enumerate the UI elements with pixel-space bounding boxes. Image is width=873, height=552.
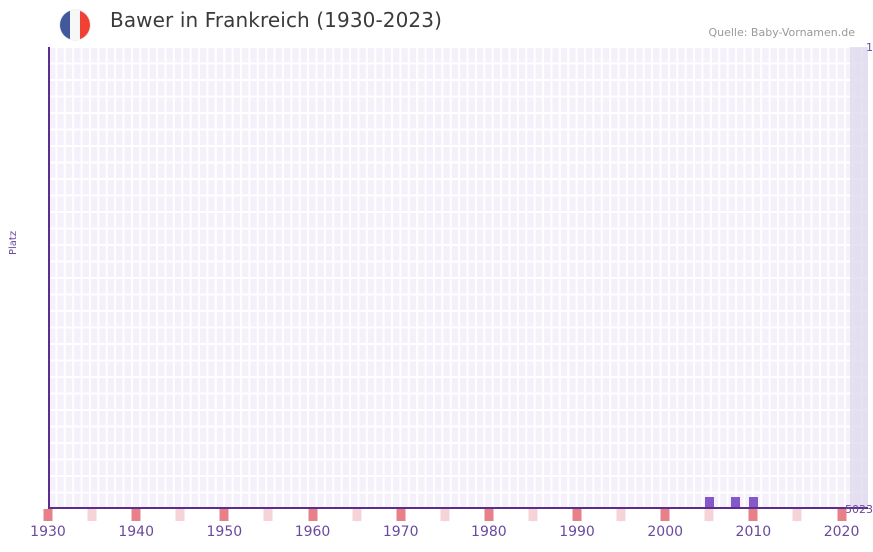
x-axis-tick-minor	[263, 509, 273, 521]
x-axis-tick-major	[131, 509, 141, 521]
x-axis-tick-major	[396, 509, 406, 521]
x-axis-tick-label: 2010	[735, 524, 772, 540]
x-axis-tick-minor	[704, 509, 714, 521]
flag-stripe-red	[79, 10, 90, 40]
x-axis-tick-minor	[528, 509, 538, 521]
x-axis-tick-major	[308, 509, 318, 521]
x-axis-tick-label: 1960	[294, 524, 331, 540]
x-axis-tick-label: 1930	[30, 524, 66, 540]
chart-plot-area	[48, 47, 868, 508]
x-axis-tick-minor	[792, 509, 802, 521]
x-axis-tick-label: 2000	[647, 524, 684, 540]
x-axis-tick-major	[43, 509, 53, 521]
y-axis-line	[48, 47, 50, 508]
chart-bar	[704, 496, 714, 508]
x-axis-tick-label: 1990	[559, 524, 595, 540]
x-axis-tick-label: 2020	[823, 524, 860, 540]
x-axis-tick-label: 1970	[382, 524, 419, 540]
x-axis-tick-minor	[175, 509, 185, 521]
chart-source-label: Quelle: Baby-Vornamen.de	[708, 26, 855, 39]
x-axis-tick-major	[484, 509, 494, 521]
chart-bar	[748, 496, 758, 508]
x-axis-tick-label: 1940	[118, 524, 154, 540]
x-axis-tick-minor	[352, 509, 362, 521]
france-flag-icon	[60, 10, 90, 40]
chart-bar	[731, 496, 741, 508]
x-axis-tick-major	[660, 509, 670, 521]
x-axis-tick-major	[572, 509, 582, 521]
x-axis-tick-major	[219, 509, 229, 521]
x-axis-tick-minor	[616, 509, 626, 521]
chart-header: Bawer in Frankreich (1930-2023) Quelle: …	[0, 0, 873, 42]
x-axis-tick-major	[837, 509, 847, 521]
chart-title: Bawer in Frankreich (1930-2023)	[110, 8, 442, 32]
x-axis-line	[48, 507, 868, 509]
flag-stripe-blue	[60, 10, 70, 40]
x-axis-tick-minor	[440, 509, 450, 521]
chart-bars-layer	[48, 47, 868, 508]
y-axis-title: Platz	[8, 230, 19, 255]
x-axis-tick-label: 1950	[206, 524, 243, 540]
x-axis-tick-major	[748, 509, 758, 521]
flag-stripe-white	[69, 10, 80, 40]
y-axis-tick-label-top: 1	[866, 41, 873, 54]
x-axis-tick-label: 1980	[471, 524, 507, 540]
x-axis-tick-minor	[87, 509, 97, 521]
chart-gridlines	[48, 47, 868, 508]
y-axis-tick-label-bottom: 5023	[845, 503, 873, 516]
